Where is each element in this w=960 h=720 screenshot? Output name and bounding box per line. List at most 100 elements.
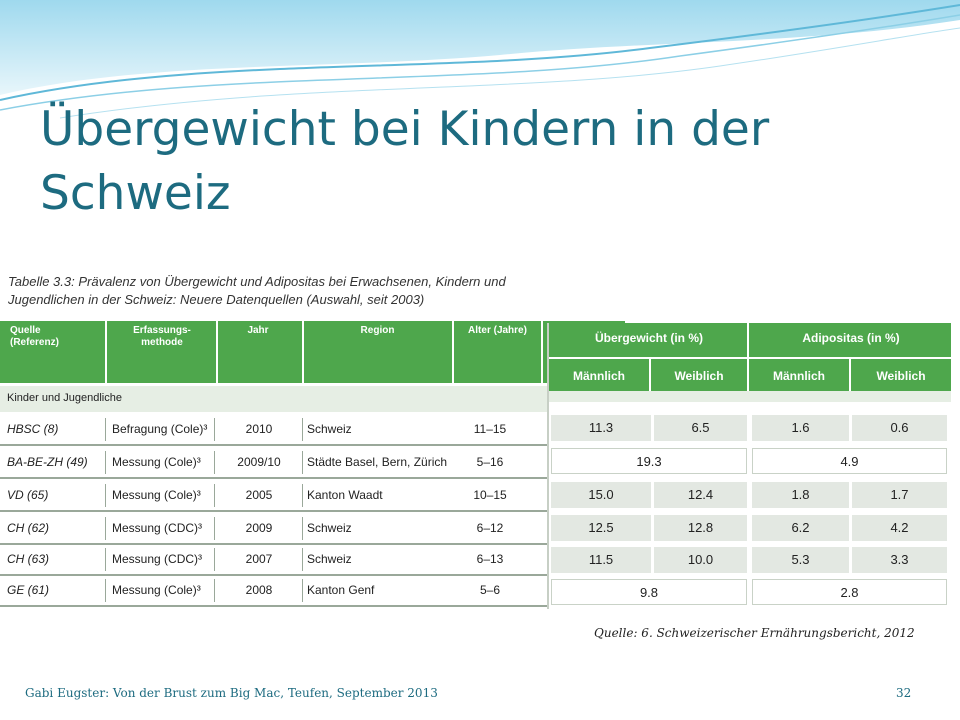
cell-adipositas-maennlich: 1.6 [752,415,849,441]
header-divider [849,359,851,391]
section-strip [549,391,951,402]
cell-region: Städte Basel, Bern, Zürich [307,455,448,469]
cell-uebergewicht-maennlich: 11.5 [551,547,651,573]
prevalence-table-right: Übergewicht (in %) Adipositas (in %) Män… [547,323,951,609]
header-maennlich-2: Männlich [772,369,825,383]
table-row: 15.0 12.4 1.8 1.7 [549,478,951,510]
header-quelle-line-1: Quelle [10,325,41,336]
section-label: Kinder und Jugendliche [7,392,122,404]
cell-adipositas-maennlich: 5.3 [752,547,849,573]
header-divider [649,359,651,391]
cell-adipositas-gesamt: 2.8 [752,579,947,605]
table-caption-line-2: Jugendlichen in der Schweiz: Neuere Date… [8,292,425,307]
cell-divider [214,517,215,540]
cell-uebergewicht-gesamt: 9.8 [551,579,747,605]
header-divider [452,321,454,383]
header-adipositas: Adipositas (in %) [802,331,900,345]
cell-alter: 5–16 [476,455,504,469]
header-divider [302,321,304,383]
cell-methode: Messung (Cole)³ [112,583,201,597]
cell-divider [302,418,303,441]
header-divider [105,321,107,383]
cell-quelle: HBSC (8) [7,422,59,436]
cell-alter: 6–12 [476,521,504,535]
cell-alter: 11–15 [473,422,507,436]
table-row: HBSC (8) Befragung (Cole)³ 2010 Schweiz … [0,415,625,446]
section-row: Kinder und Jugendliche [0,386,625,412]
cell-divider [105,517,106,540]
table-caption: Tabelle 3.3: Prävalenz von Übergewicht u… [8,273,506,309]
cell-uebergewicht-weiblich: 10.0 [654,547,747,573]
cell-divider [214,484,215,507]
header-methode: Erfassungs- methode [112,325,212,349]
wave-header-decoration [0,0,960,119]
cell-jahr: 2007 [245,552,273,566]
cell-quelle: VD (65) [7,488,49,502]
table-right-header: Übergewicht (in %) Adipositas (in %) Män… [549,323,951,391]
cell-methode: Messung (CDC)³ [112,521,203,535]
cell-uebergewicht-weiblich: 12.8 [654,515,747,541]
table-row: 11.3 6.5 1.6 0.6 [549,411,951,443]
header-divider [216,321,218,383]
cell-uebergewicht-gesamt: 19.3 [551,448,747,474]
slide-title-line-2: Schweiz [40,166,231,221]
cell-region: Schweiz [307,552,352,566]
table-row: CH (62) Messung (CDC)³ 2009 Schweiz 6–12 [0,514,625,545]
cell-region: Kanton Waadt [307,488,383,502]
header-divider [549,357,951,359]
cell-divider [214,579,215,602]
source-note: Quelle: 6. Schweizerischer Ernährungsber… [594,626,915,640]
cell-methode: Befragung (Cole)³ [112,422,208,436]
slide-footer: Gabi Eugster: Von der Brust zum Big Mac,… [25,686,438,700]
slide-title-line-1: Übergewicht bei Kindern in der [40,102,770,157]
cell-uebergewicht-maennlich: 15.0 [551,482,651,508]
cell-divider [302,517,303,540]
header-quelle-line-2: (Referenz) [10,337,59,348]
cell-divider [214,418,215,441]
cell-quelle: GE (61) [7,583,50,597]
cell-uebergewicht-weiblich: 12.4 [654,482,747,508]
cell-alter: 10–15 [473,488,507,502]
cell-divider [214,451,215,474]
cell-divider [105,484,106,507]
header-uebergewicht: Übergewicht (in %) [594,331,703,345]
table-row: 9.8 2.8 [549,575,951,607]
header-divider [747,323,749,391]
cell-methode: Messung (Cole)³ [112,455,201,469]
header-weiblich-1: Weiblich [674,369,724,383]
cell-divider [105,418,106,441]
cell-adipositas-gesamt: 4.9 [752,448,947,474]
cell-quelle: CH (63) [7,552,50,566]
slide-title: Übergewicht bei Kindern in der Schweiz [40,98,920,226]
cell-alter: 6–13 [476,552,504,566]
cell-uebergewicht-maennlich: 12.5 [551,515,651,541]
cell-jahr: 2009 [245,521,273,535]
cell-jahr: 2009/10 [237,455,281,469]
cell-jahr: 2005 [245,488,273,502]
cell-uebergewicht-weiblich: 6.5 [654,415,747,441]
cell-jahr: 2010 [245,422,273,436]
table-header-row: Quelle (Referenz) Erfassungs- methode Ja… [0,321,625,383]
header-weiblich-2: Weiblich [876,369,926,383]
header-maennlich-1: Männlich [572,369,625,383]
cell-adipositas-weiblich: 3.3 [852,547,947,573]
cell-adipositas-maennlich: 6.2 [752,515,849,541]
cell-divider [302,548,303,571]
cell-region: Schweiz [307,422,352,436]
cell-region: Schweiz [307,521,352,535]
page-number: 32 [896,686,912,700]
table-row: BA-BE-ZH (49) Messung (Cole)³ 2009/10 St… [0,448,625,479]
header-divider [541,321,543,383]
cell-adipositas-weiblich: 4.2 [852,515,947,541]
table-row: GE (61) Messung (Cole)³ 2008 Kanton Genf… [0,576,625,607]
table-row: 12.5 12.8 6.2 4.2 [549,511,951,543]
cell-methode: Messung (Cole)³ [112,488,201,502]
header-region: Region [360,325,395,336]
cell-adipositas-maennlich: 1.8 [752,482,849,508]
cell-uebergewicht-maennlich: 11.3 [551,415,651,441]
cell-divider [302,484,303,507]
header-methode-line-1: Erfassungs- [133,325,191,336]
table-row: 11.5 10.0 5.3 3.3 [549,543,951,575]
header-jahr: Jahr [247,325,269,336]
header-methode-line-2: methode [141,337,183,348]
